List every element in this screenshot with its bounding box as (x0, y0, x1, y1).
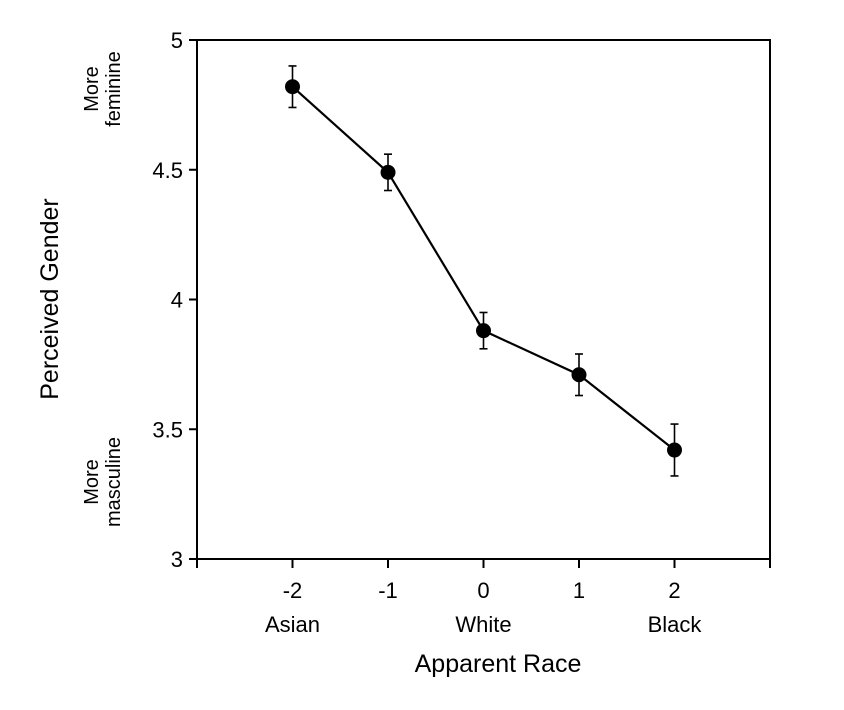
x-category-label: Asian (265, 612, 320, 637)
masculine-annotation-line2: masculine (103, 437, 125, 527)
feminine-annotation-line1: More (81, 66, 103, 112)
x-tick-label: 1 (573, 578, 585, 603)
y-tick-label: 3 (171, 547, 183, 572)
x-tick-label: 0 (477, 578, 489, 603)
x-tick-label: 2 (668, 578, 680, 603)
masculine-annotation-line1: More (81, 459, 103, 505)
data-point (380, 164, 396, 180)
x-category-label: Black (648, 612, 703, 637)
x-tick-label: -1 (378, 578, 398, 603)
data-series (285, 65, 682, 477)
masculine-annotation: More masculine (81, 437, 125, 527)
x-category-label: White (455, 612, 511, 637)
axes: 3 3.5 4 4.5 5 -2 -1 0 1 2 Asian White Black (152, 28, 771, 637)
y-tick-label: 3.5 (152, 417, 183, 442)
data-point (476, 323, 491, 339)
data-point (667, 442, 682, 458)
y-tick-label: 5 (171, 28, 183, 53)
series-line (291, 85, 676, 451)
feminine-annotation-line2: feminine (103, 51, 125, 127)
x-tick-label: -2 (283, 578, 303, 603)
x-axis-title: Apparent Race (415, 650, 582, 678)
plot-frame (196, 39, 771, 560)
y-axis-title: Perceived Gender (36, 198, 64, 400)
feminine-annotation: More feminine (81, 51, 125, 127)
axis-titles: Apparent Race Perceived Gender More femi… (36, 51, 581, 678)
y-tick-label: 4 (171, 288, 183, 313)
y-tick-label: 4.5 (152, 158, 183, 183)
data-point (571, 367, 587, 383)
plot-area (196, 39, 771, 560)
data-point (285, 79, 300, 95)
